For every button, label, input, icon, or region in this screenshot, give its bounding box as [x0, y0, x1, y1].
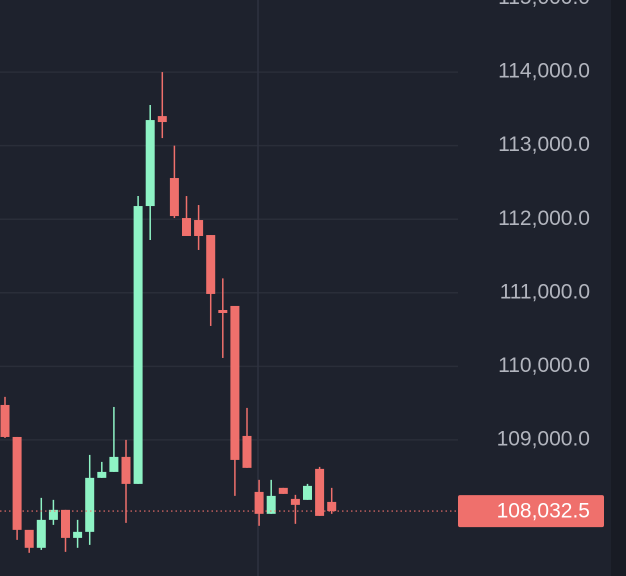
candle-body	[327, 501, 337, 512]
candle-body	[145, 120, 155, 207]
candle-body	[266, 495, 276, 514]
y-tick-label: 112,000.0	[498, 207, 590, 230]
candle-body	[24, 529, 34, 548]
candle-body	[242, 435, 252, 468]
candle-body	[218, 309, 228, 314]
y-tick-label: 109,000.0	[497, 427, 590, 450]
candle-body	[169, 178, 179, 217]
candle-body	[61, 509, 70, 538]
candle-body	[157, 116, 167, 123]
candle-body	[12, 436, 22, 530]
candle-body	[206, 235, 216, 294]
candle-body	[133, 206, 143, 484]
y-tick-label: 110,000.0	[498, 354, 590, 377]
right-edge	[611, 0, 626, 576]
candle-body	[121, 456, 131, 484]
last-price-label: 108,032.5	[497, 500, 590, 523]
candle-body	[97, 471, 107, 478]
y-tick-label: 113,000.0	[498, 133, 590, 156]
grid	[0, 71, 458, 441]
candle-body	[254, 491, 264, 514]
candle-body	[48, 509, 58, 520]
candle-body	[315, 468, 325, 516]
candle-body	[194, 220, 204, 236]
candle-body	[290, 498, 300, 505]
candle-body	[109, 456, 119, 472]
candle-body	[182, 218, 191, 236]
candle-body	[73, 531, 83, 538]
candle-body	[278, 487, 288, 494]
y-tick-label: 115,000.0	[498, 0, 590, 9]
candle-body	[303, 485, 312, 500]
candle-body	[36, 519, 46, 548]
candle-body	[230, 305, 240, 460]
candle-body	[85, 477, 95, 532]
y-tick-label: 114,000.0	[498, 60, 590, 83]
price-axis: 109,000.0 110,000.0 111,000.0 112,000.0 113,…	[458, 0, 604, 528]
candles	[0, 72, 458, 553]
last-price-box	[458, 495, 604, 528]
y-tick-label: 111,000.0	[500, 280, 590, 303]
candle-body	[0, 404, 10, 437]
